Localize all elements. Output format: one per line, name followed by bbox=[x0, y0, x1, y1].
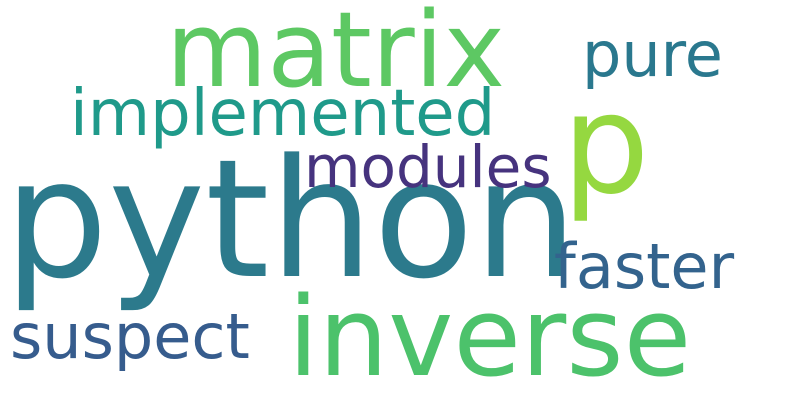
word-python: python bbox=[4, 124, 578, 315]
word-faster: faster bbox=[554, 230, 735, 303]
word-modules: modules bbox=[304, 133, 552, 201]
word-p: p bbox=[562, 64, 650, 225]
word-suspect: suspect bbox=[10, 300, 250, 373]
word-inverse: inverse bbox=[288, 273, 692, 400]
word-pure: pure bbox=[582, 18, 723, 91]
word-implemented: implemented bbox=[70, 77, 496, 151]
word-matrix: matrix bbox=[166, 0, 506, 111]
